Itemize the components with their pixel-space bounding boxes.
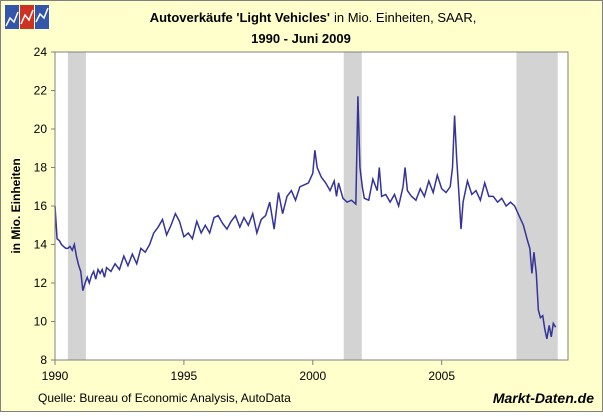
chart-title-suffix: in Mio. Einheiten, SAAR, — [334, 10, 476, 25]
x-tick-label: 2000 — [299, 369, 326, 383]
y-tick-label: 12 — [34, 276, 48, 290]
y-tick-label: 24 — [34, 45, 48, 59]
y-tick-label: 14 — [34, 238, 48, 252]
y-tick-label: 20 — [34, 122, 48, 136]
y-axis-label: in Mio. Einheiten — [9, 158, 23, 253]
plot-area — [55, 52, 568, 360]
logo — [5, 5, 49, 29]
recession-band — [67, 52, 86, 360]
recession-band — [516, 52, 558, 360]
chart-title: Autoverkäufe 'Light Vehicles' — [150, 10, 330, 25]
data-line — [54, 96, 557, 339]
x-tick-label: 1990 — [42, 369, 69, 383]
y-tick-label: 8 — [40, 353, 47, 367]
x-tick-label: 1995 — [171, 369, 198, 383]
y-tick-label: 18 — [34, 161, 48, 175]
chart-subtitle: 1990 - Juni 2009 — [251, 31, 351, 46]
brand: Markt-Daten.de — [493, 390, 594, 406]
source: Quelle: Bureau of Economic Analysis, Aut… — [38, 391, 291, 405]
recession-band — [343, 52, 362, 360]
y-tick-label: 16 — [34, 199, 48, 213]
x-tick-label: 2005 — [428, 369, 455, 383]
y-tick-label: 22 — [34, 84, 48, 98]
plot — [54, 52, 558, 360]
y-tick-label: 10 — [34, 315, 48, 329]
